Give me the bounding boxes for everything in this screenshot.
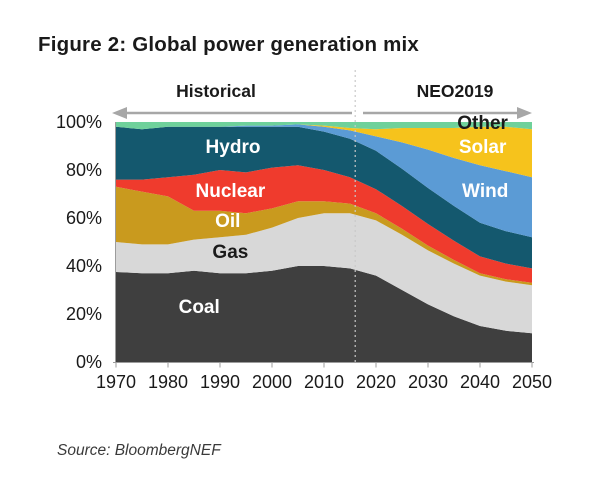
area-label-other: Other — [457, 112, 508, 134]
historical-period-label: Historical — [176, 81, 256, 101]
y-axis-label-40%: 40% — [65, 256, 102, 276]
forecast-arrow-right-icon — [517, 107, 532, 119]
area-gas — [116, 213, 532, 334]
area-label-coal: Coal — [178, 297, 220, 318]
y-axis-label-20%: 20% — [65, 304, 102, 324]
x-axis-label-1970: 1970 — [95, 372, 137, 392]
source-credit: Source: BloombergNEF — [57, 442, 221, 459]
y-axis-label-0%: 0% — [75, 352, 102, 372]
figure-title: Figure 2: Global power generation mix — [38, 33, 420, 56]
area-label-nuclear: Nuclear — [195, 180, 266, 202]
area-nuclear — [116, 165, 532, 283]
area-coal — [116, 266, 532, 362]
historical-arrow-left-icon — [112, 107, 127, 119]
area-solar — [116, 124, 532, 178]
area-hydro — [116, 126, 532, 269]
y-axis-label-100%: 100% — [55, 112, 102, 132]
area-label-solar: Solar — [458, 137, 507, 159]
x-axis-label-1990: 1990 — [199, 372, 241, 392]
y-axis-label-80%: 80% — [65, 160, 102, 180]
y-axis-label-60%: 60% — [65, 208, 102, 228]
area-label-gas: Gas — [212, 241, 249, 263]
area-label-wind: Wind — [462, 180, 509, 202]
area-wind — [116, 124, 532, 238]
area-other — [116, 122, 532, 130]
x-axis-label-2050: 2050 — [511, 372, 553, 392]
x-axis-label-2030: 2030 — [407, 372, 449, 392]
x-axis-label-2020: 2020 — [355, 372, 397, 392]
x-axis-label-2040: 2040 — [459, 372, 501, 392]
x-axis-label-1980: 1980 — [147, 372, 189, 392]
x-axis-label-2010: 2010 — [303, 372, 345, 392]
area-oil — [116, 186, 532, 286]
forecast-period-label: NEO2019 — [416, 81, 494, 101]
x-axis-label-2000: 2000 — [251, 372, 293, 392]
area-label-hydro: Hydro — [205, 137, 261, 159]
area-label-oil: Oil — [215, 210, 241, 232]
